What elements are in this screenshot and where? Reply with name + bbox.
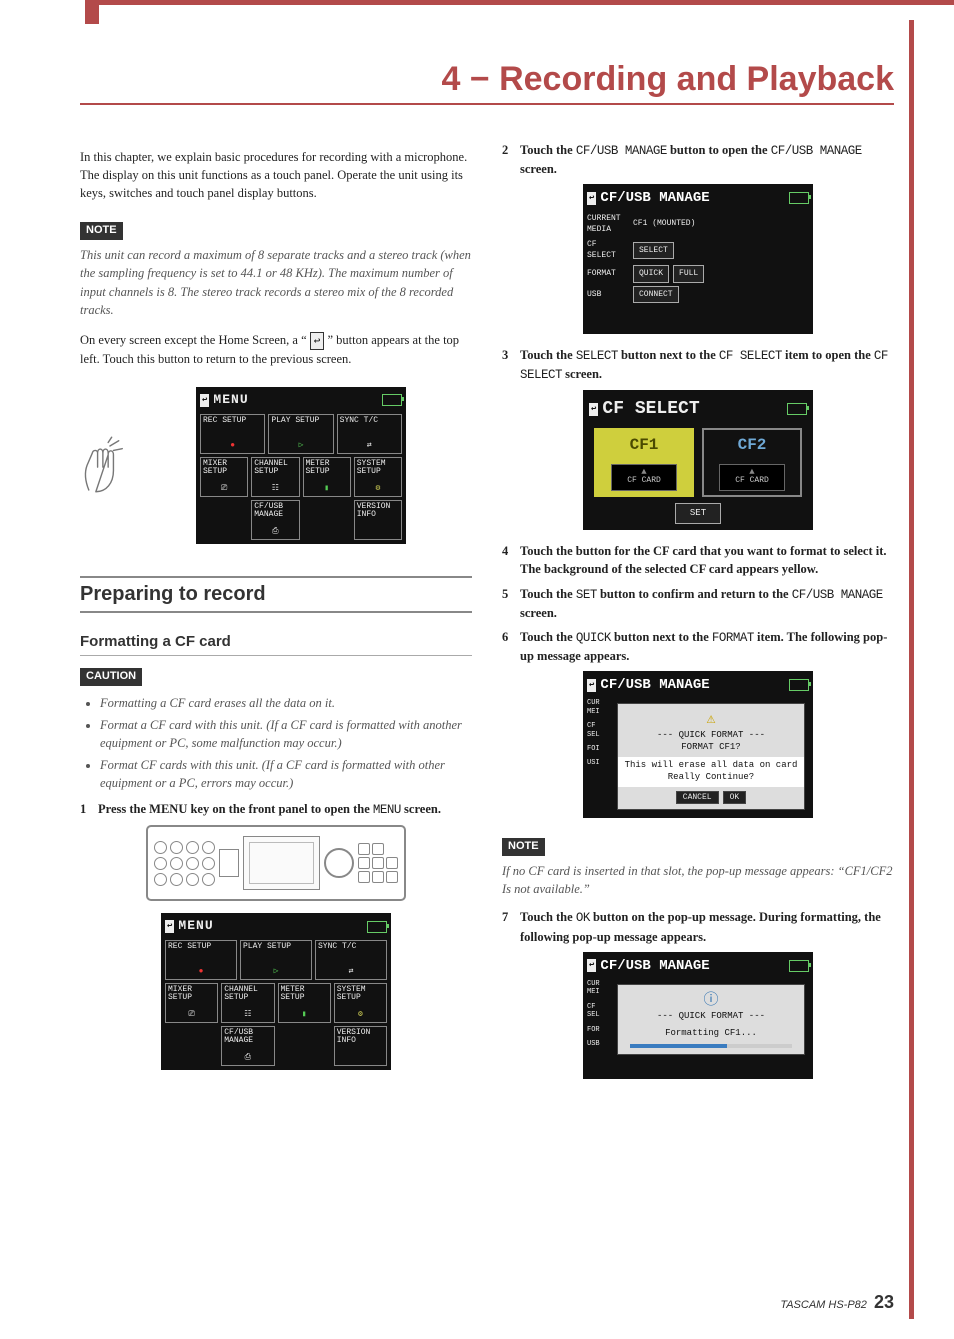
chapter-title: 4 − Recording and Playback: [80, 60, 894, 105]
battery-icon: [367, 921, 387, 933]
menu-cell: CF/USB MANAGE⎙: [251, 500, 299, 540]
note-label: NOTE: [502, 838, 545, 856]
note-2: If no CF card is inserted in that slot, …: [502, 862, 894, 898]
menu-cell: PLAY SETUP▷: [268, 414, 333, 454]
lcd-cfusb-manage: ↩ CF/USB MANAGE CURRENT MEDIACF1 (MOUNTE…: [583, 184, 813, 334]
col-left: In this chapter, we explain basic proced…: [80, 135, 472, 1091]
lcd-title: MENU: [213, 391, 248, 410]
menu-cell: SYNC T/C⇄: [337, 414, 402, 454]
back-para-a: On every screen except the Home Screen, …: [80, 333, 307, 347]
menu-row-1: REC SETUP● PLAY SETUP▷ SYNC T/C⇄: [200, 414, 402, 454]
hand-icon: [80, 436, 124, 500]
bullet: Format a CF card with this unit. (If a C…: [100, 716, 472, 752]
top-rule: [85, 0, 954, 5]
bullet: Formatting a CF card erases all the data…: [100, 694, 472, 712]
footer: TASCAM HS-P82 23: [780, 1292, 894, 1313]
page: 4 − Recording and Playback In this chapt…: [0, 0, 954, 1339]
caution-list: Formatting a CF card erases all the data…: [100, 694, 472, 793]
cf2-card: CF2 CF CARD: [702, 428, 802, 497]
columns: In this chapter, we explain basic proced…: [80, 135, 894, 1091]
info-icon: ⓘ: [622, 991, 800, 1011]
step-1: 1 Press the MENU key on the front panel …: [80, 800, 472, 819]
bullet: Format CF cards with this unit. (If a CF…: [100, 756, 472, 792]
note-label: NOTE: [80, 222, 123, 240]
subsection-format: Formatting a CF card: [80, 631, 472, 656]
col-right: 2 Touch the CF/USB MANAGE button to open…: [502, 135, 894, 1091]
section-preparing: Preparing to record: [80, 576, 472, 613]
menu-row-2: MIXER SETUP⎚ CHANNEL SETUP☷ METER SETUP▮…: [200, 457, 402, 497]
menu-cell: VERSION INFO: [354, 500, 402, 540]
back-icon: ↩: [310, 332, 325, 350]
step-7: 7 Touch the OK button on the pop-up mess…: [502, 908, 894, 945]
step-3: 3 Touch the SELECT button next to the CF…: [502, 346, 894, 384]
popup-progress: ⓘ --- QUICK FORMAT --- Formatting CF1...: [617, 984, 805, 1055]
tab-marker: [85, 0, 99, 24]
set-button: SET: [675, 503, 721, 524]
cf1-card: CF1 CF CARD: [594, 428, 694, 497]
note-1: This unit can record a maximum of 8 sepa…: [80, 246, 472, 319]
menu-cell: MIXER SETUP⎚: [200, 457, 248, 497]
fig-device: [146, 825, 406, 901]
step-5: 5 Touch the SET button to confirm and re…: [502, 585, 894, 622]
lcd-quick-format-progress: ↩CF/USB MANAGE CURMEICFSELFORUSB ⓘ --- Q…: [583, 952, 813, 1079]
menu-cell: REC SETUP●: [200, 414, 265, 454]
caution-label: CAUTION: [80, 668, 142, 686]
lcd-back-icon: ↩: [200, 394, 209, 407]
intro-text: In this chapter, we explain basic proced…: [80, 148, 472, 202]
menu-cell: SYSTEM SETUP⚙: [354, 457, 402, 497]
battery-icon: [382, 394, 402, 406]
lcd-back-icon: ↩: [165, 920, 174, 933]
menu-cell: METER SETUP▮: [303, 457, 351, 497]
step-2: 2 Touch the CF/USB MANAGE button to open…: [502, 141, 894, 178]
lcd-cf-select: ↩ CF SELECT CF1 CF CARD CF2 CF CARD SET: [583, 390, 813, 530]
fig-hand-menu: ↩ MENU REC SETUP● PLAY SETUP▷ SYNC T/C⇄ …: [80, 381, 472, 556]
popup-confirm: ⚠ --- QUICK FORMAT --- FORMAT CF1? This …: [617, 703, 805, 810]
footer-brand: TASCAM HS-P82: [780, 1299, 867, 1311]
back-button-para: On every screen except the Home Screen, …: [80, 331, 472, 368]
right-rule: [909, 20, 914, 1319]
lcd-quick-format-confirm: ↩CF/USB MANAGE CURMEICFSELFOIUSI ⚠ --- Q…: [583, 671, 813, 818]
lcd-menu-2: ↩ MENU REC SETUP● PLAY SETUP▷ SYNC T/C⇄ …: [161, 913, 391, 1070]
page-number: 23: [874, 1292, 894, 1312]
menu-cell: CHANNEL SETUP☷: [251, 457, 299, 497]
menu-row-3: CF/USB MANAGE⎙ VERSION INFO: [200, 500, 402, 540]
step-6: 6 Touch the QUICK button next to the FOR…: [502, 628, 894, 665]
lcd-menu-1: ↩ MENU REC SETUP● PLAY SETUP▷ SYNC T/C⇄ …: [196, 387, 406, 544]
step-4: 4 Touch the button for the CF card that …: [502, 542, 894, 578]
warning-icon: ⚠: [622, 710, 800, 730]
